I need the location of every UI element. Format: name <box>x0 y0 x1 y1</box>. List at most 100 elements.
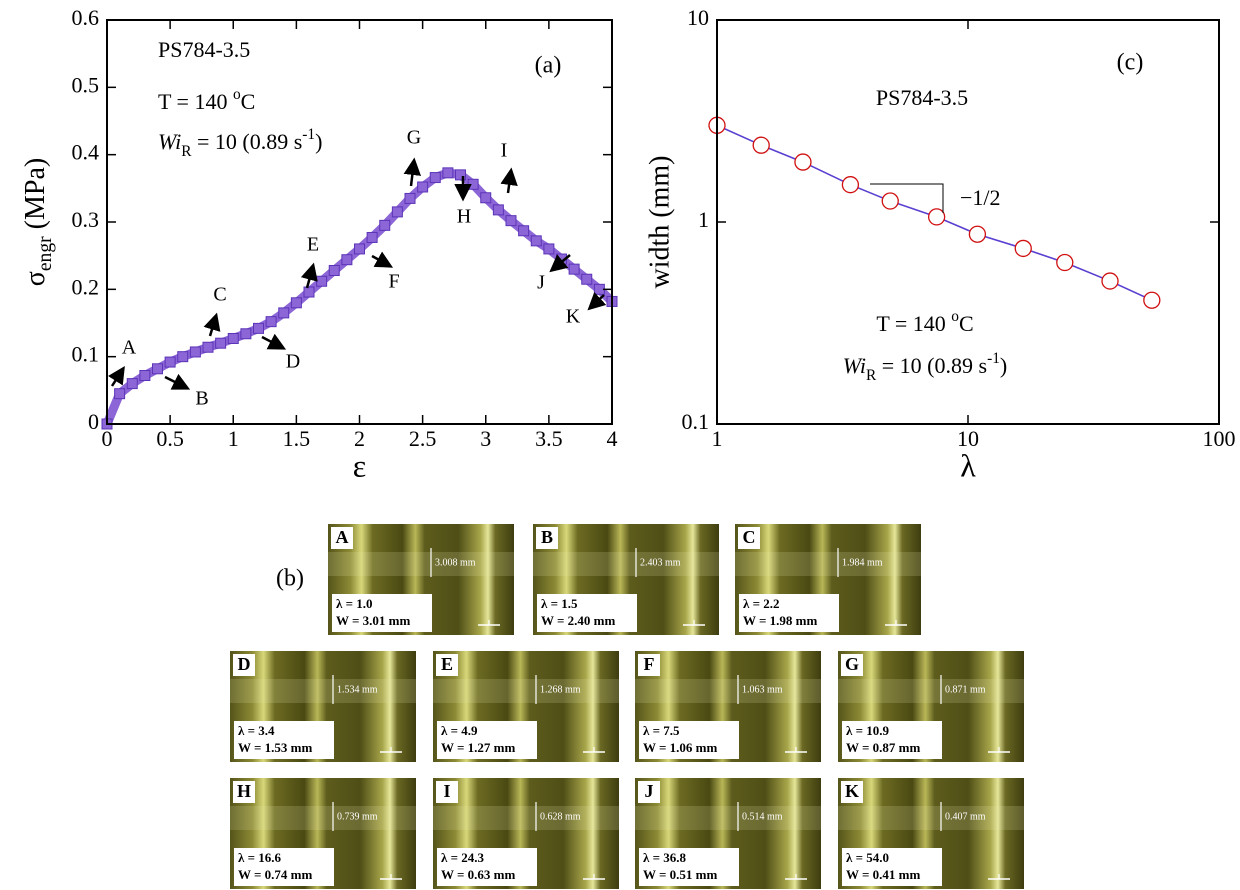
data-point <box>177 351 189 363</box>
photo: G 0.871 mm λ = 10.9 W = 0.87 mm <box>838 651 1024 762</box>
annotation-label: D <box>286 351 300 373</box>
measure-label: 1.534 mm <box>337 684 378 695</box>
panel-label: (b) <box>276 566 304 592</box>
y-tick-label: 1 <box>698 207 709 232</box>
letter-box <box>536 527 558 549</box>
photo: C 1.984 mm λ = 2.2 W = 1.98 mm <box>735 524 921 635</box>
lambda-label: λ = 54.0 <box>846 850 889 865</box>
width-label: W = 1.27 mm <box>441 740 516 755</box>
x-tick-label: 10 <box>957 426 979 451</box>
data-point <box>1056 253 1074 272</box>
text-part: C <box>959 311 974 336</box>
width-label: W = 1.06 mm <box>643 740 718 755</box>
data-point <box>391 206 403 218</box>
rate-label: WiR = 10 (0.89 s-1) <box>158 126 322 160</box>
lambda-label: λ = 3.4 <box>238 723 275 738</box>
data-point <box>530 235 542 247</box>
photo: D 1.534 mm λ = 3.4 W = 1.53 mm <box>230 651 416 762</box>
width-label: W = 0.87 mm <box>846 740 921 755</box>
data-point <box>794 153 812 171</box>
annotation-label: H <box>457 206 471 228</box>
data-point <box>881 192 899 210</box>
sample-label: PS784-3.5 <box>876 85 968 110</box>
lambda-label: λ = 1.0 <box>336 596 373 611</box>
y-tick-label: 0 <box>88 409 99 434</box>
text-part: -1 <box>302 126 315 143</box>
photo: K 0.407 mm λ = 54.0 W = 0.41 mm <box>838 778 1024 889</box>
measure-label: 3.008 mm <box>435 557 476 568</box>
y-tick-label: 0.1 <box>72 342 100 367</box>
measure-label: 0.514 mm <box>742 811 783 822</box>
data-point <box>202 341 214 353</box>
data-point <box>593 283 605 295</box>
data-point <box>379 219 391 231</box>
info-box <box>332 594 432 632</box>
text-part: C <box>241 89 256 114</box>
info-box <box>234 848 334 886</box>
x-tick-label: 2.5 <box>409 426 437 451</box>
panel-label: (c) <box>1117 50 1144 76</box>
data-point <box>253 322 264 334</box>
photo-letter: B <box>541 527 553 547</box>
data-point <box>366 231 378 243</box>
slope-triangle <box>870 183 944 213</box>
photo: F 1.063 mm λ = 7.5 W = 1.06 mm <box>635 651 821 762</box>
x-tick-label: 1 <box>228 426 239 451</box>
annotation-label: A <box>122 337 137 359</box>
data-point <box>290 297 302 309</box>
photo-band <box>838 806 1024 830</box>
x-tick-label: 0.5 <box>156 426 184 451</box>
y-tick-label: 0.5 <box>72 72 100 97</box>
y-axis-label: σengr (MPa) <box>20 158 55 286</box>
text-part: σ <box>20 271 51 286</box>
photo-band <box>230 806 416 830</box>
info-box <box>234 721 334 759</box>
data-point <box>227 332 239 344</box>
width-label: W = 0.74 mm <box>238 867 313 882</box>
data-point <box>265 316 277 328</box>
data-point <box>442 167 454 179</box>
x-axis-label: λ <box>960 447 976 483</box>
text-part: R <box>866 367 877 384</box>
lambda-label: λ = 10.9 <box>846 723 890 738</box>
x-tick-label: 3.5 <box>535 426 563 451</box>
photo: A 3.008 mm λ = 1.0 W = 3.01 mm <box>328 524 514 635</box>
data-point <box>467 178 479 190</box>
data-point <box>1143 291 1161 309</box>
photo-letter: I <box>443 781 450 801</box>
x-tick-label: 3 <box>480 426 491 451</box>
measure-label: 0.739 mm <box>337 811 378 822</box>
lambda-label: λ = 7.5 <box>643 723 680 738</box>
data-point <box>126 378 138 390</box>
info-box <box>537 594 637 632</box>
lambda-label: λ = 16.6 <box>238 850 282 865</box>
measure-label: 2.403 mm <box>640 557 681 568</box>
letter-box <box>738 527 760 549</box>
info-box <box>739 594 839 632</box>
info-box <box>437 721 537 759</box>
data-point <box>189 346 201 358</box>
text-part: (MPa) <box>20 158 51 237</box>
data-point <box>215 337 227 349</box>
x-tick-label: 100 <box>1203 426 1236 451</box>
x-tick-label: 0 <box>102 426 113 451</box>
annotation-arrow <box>261 333 287 350</box>
letter-box <box>436 781 458 803</box>
data-point <box>752 136 770 154</box>
text-part: R <box>181 143 192 160</box>
photo-band <box>328 552 514 576</box>
photo-band <box>433 679 619 703</box>
letter-box <box>436 654 458 676</box>
text-part: -1 <box>987 350 1000 367</box>
data-point <box>341 254 353 266</box>
x-tick-label: 1 <box>712 426 723 451</box>
annotation-arrow <box>371 251 394 268</box>
data-point <box>518 225 530 237</box>
text-part: = 10 (0.89 s <box>876 353 987 378</box>
photo-band <box>433 806 619 830</box>
data-point <box>139 370 151 382</box>
photo-band <box>635 806 821 830</box>
y-tick-label: 10 <box>687 5 709 30</box>
photo-letter: A <box>336 527 349 547</box>
letter-box <box>841 781 863 803</box>
